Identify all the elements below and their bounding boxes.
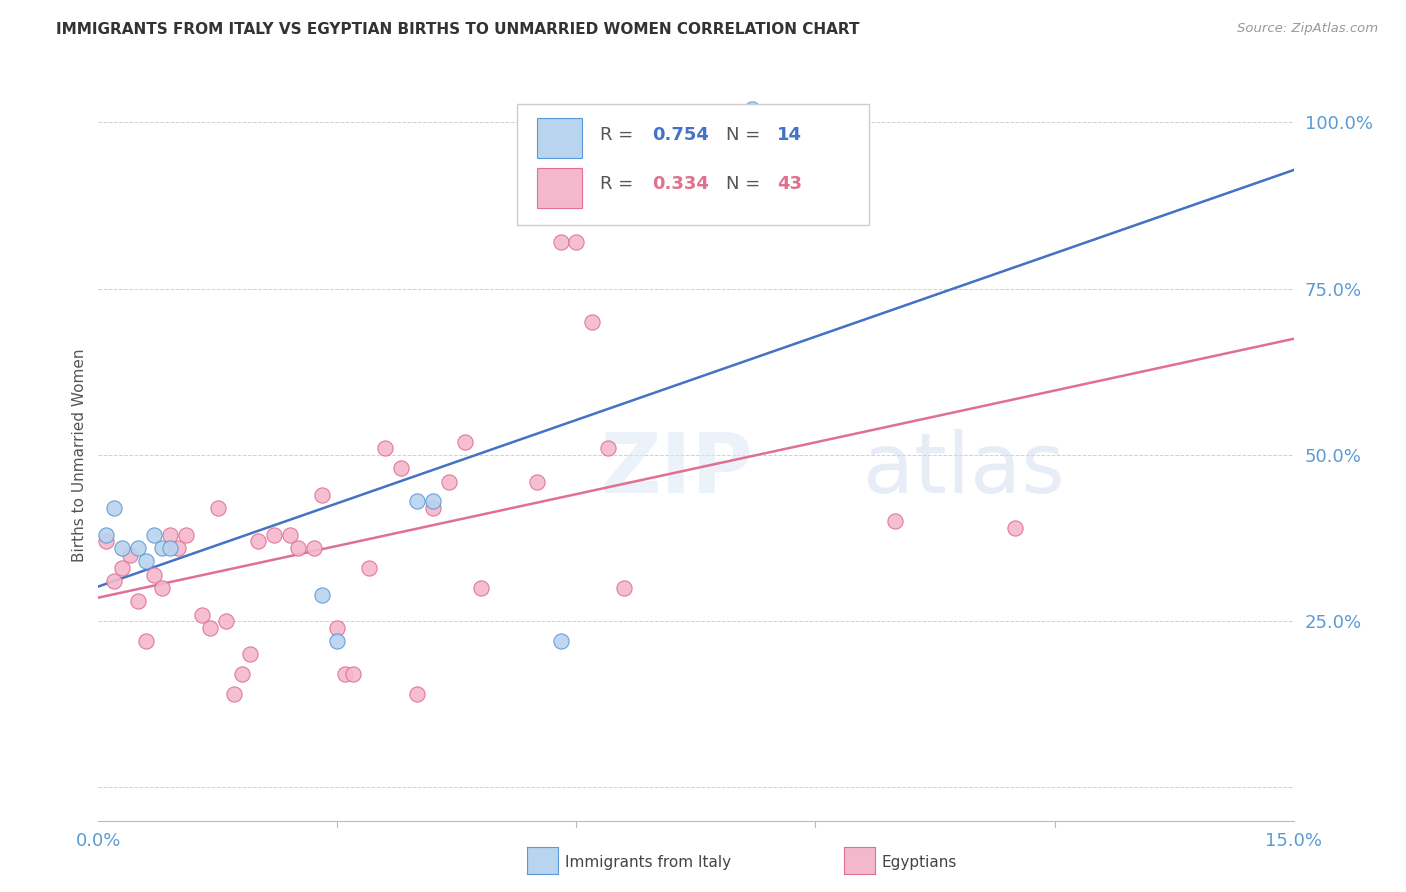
Point [96, 534, 118, 549]
Point [406, 494, 429, 508]
Point [103, 501, 125, 516]
Point [127, 594, 149, 608]
Point [326, 634, 349, 648]
Point [222, 687, 245, 701]
Point [207, 501, 229, 516]
FancyBboxPatch shape [537, 168, 582, 208]
Point [550, 235, 572, 249]
Point [374, 442, 396, 456]
Text: Immigrants from Italy: Immigrants from Italy [565, 855, 731, 870]
FancyBboxPatch shape [537, 118, 582, 158]
Text: ZIP: ZIP [600, 429, 752, 510]
Text: Source: ZipAtlas.com: Source: ZipAtlas.com [1237, 22, 1378, 36]
Point [120, 548, 142, 562]
Point [311, 488, 333, 502]
Point [239, 648, 262, 662]
Point [159, 541, 181, 555]
Point [526, 475, 548, 489]
Point [143, 527, 166, 541]
Point [884, 515, 907, 529]
Point [406, 687, 429, 701]
Text: atlas: atlas [863, 429, 1064, 510]
Point [613, 581, 636, 595]
Y-axis label: Births to Unmarried Women: Births to Unmarried Women [72, 348, 87, 562]
Point [741, 102, 763, 116]
Point [150, 581, 173, 595]
Point [263, 527, 285, 541]
Point [135, 634, 157, 648]
FancyBboxPatch shape [517, 103, 869, 225]
Point [167, 541, 190, 555]
Text: R =: R = [600, 176, 640, 194]
Point [335, 667, 357, 681]
Point [454, 434, 477, 449]
Point [565, 235, 588, 249]
Text: 14: 14 [778, 126, 803, 144]
Point [159, 527, 181, 541]
Point [598, 442, 620, 456]
Point [287, 541, 309, 555]
Point [143, 567, 166, 582]
Point [231, 667, 253, 681]
Point [437, 475, 460, 489]
Text: 0.754: 0.754 [652, 126, 709, 144]
Point [135, 554, 157, 568]
Point [198, 621, 221, 635]
Point [311, 588, 333, 602]
Text: Egyptians: Egyptians [882, 855, 957, 870]
Point [96, 527, 118, 541]
Point [174, 527, 197, 541]
Point [127, 541, 149, 555]
Text: 0.334: 0.334 [652, 176, 709, 194]
Point [1004, 521, 1026, 535]
Text: N =: N = [725, 126, 766, 144]
Point [326, 621, 349, 635]
Text: 43: 43 [778, 176, 803, 194]
Point [470, 581, 492, 595]
Point [422, 501, 444, 516]
Point [278, 527, 301, 541]
Point [581, 315, 603, 329]
Point [422, 494, 444, 508]
Point [150, 541, 173, 555]
Point [111, 541, 134, 555]
Point [246, 534, 269, 549]
Point [359, 561, 381, 575]
Point [550, 634, 572, 648]
Point [111, 561, 134, 575]
Point [103, 574, 125, 589]
Point [302, 541, 325, 555]
Text: N =: N = [725, 176, 766, 194]
Point [389, 461, 412, 475]
Point [342, 667, 364, 681]
Text: R =: R = [600, 126, 640, 144]
Point [215, 614, 238, 628]
Text: IMMIGRANTS FROM ITALY VS EGYPTIAN BIRTHS TO UNMARRIED WOMEN CORRELATION CHART: IMMIGRANTS FROM ITALY VS EGYPTIAN BIRTHS… [56, 22, 859, 37]
Point [191, 607, 214, 622]
